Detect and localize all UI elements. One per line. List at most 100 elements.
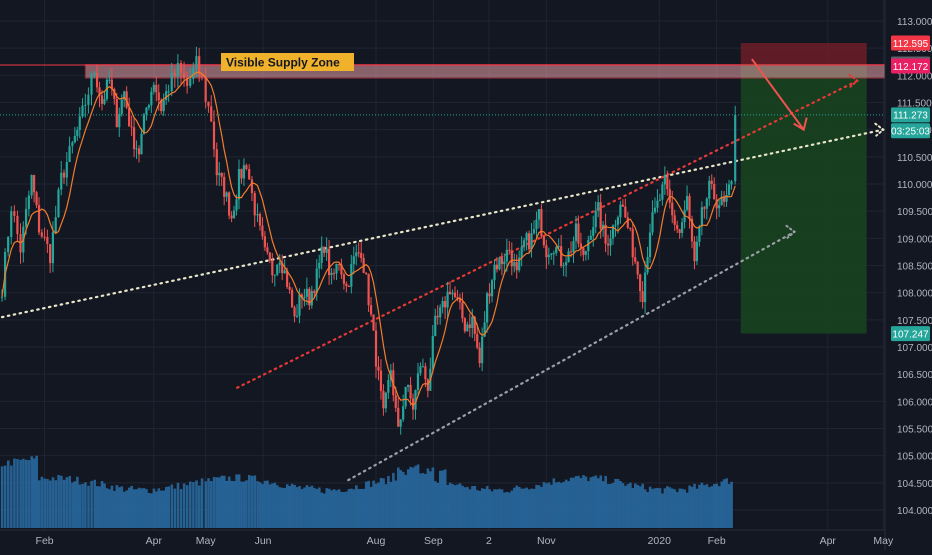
- volume-bar: [258, 482, 262, 528]
- candle-down: [258, 214, 262, 226]
- candle-down: [631, 228, 634, 258]
- volume-bar: [167, 486, 171, 528]
- volume-bar: [164, 486, 168, 528]
- volume-bar: [515, 485, 519, 528]
- volume-bar: [318, 487, 321, 528]
- volume-bars: [0, 455, 733, 528]
- volume-bar: [542, 482, 546, 528]
- white-trend-line[interactable]: [0, 128, 885, 319]
- volume-bar: [414, 465, 417, 528]
- candle-down: [137, 148, 141, 155]
- volume-bar: [471, 486, 474, 528]
- volume-bar: [730, 481, 733, 528]
- volume-bar: [636, 484, 640, 528]
- volume-bar: [337, 489, 341, 528]
- candle-down: [230, 215, 233, 219]
- grey-trend-line[interactable]: [347, 230, 796, 482]
- volume-bar: [626, 484, 630, 528]
- volume-bar: [478, 490, 482, 528]
- red-trend-line[interactable]: [236, 79, 859, 389]
- x-axis[interactable]: Feb Apr May Jun Aug Sep 2 Nov 2020 Feb Apr May: [0, 529, 894, 547]
- candle-down: [409, 384, 412, 399]
- candle-down: [569, 251, 573, 253]
- stop-loss-area[interactable]: [740, 43, 867, 65]
- candle-up: [471, 316, 474, 328]
- candle-up: [65, 162, 68, 178]
- y-tick-label: 109.000: [897, 234, 932, 245]
- volume-bar: [325, 488, 329, 528]
- volume-bar: [416, 464, 420, 528]
- candle-up: [387, 379, 390, 393]
- volume-bar: [273, 482, 277, 528]
- volume-bar: [100, 481, 104, 528]
- take-profit-area[interactable]: [740, 64, 867, 334]
- y-tick-label: 105.000: [897, 452, 932, 463]
- candle-down: [473, 316, 476, 334]
- candle-down: [327, 248, 331, 276]
- candle-down: [379, 370, 383, 391]
- volume-bar: [436, 482, 440, 528]
- supply-zone-label-box[interactable]: [221, 53, 354, 71]
- candle-down: [634, 257, 637, 262]
- candle-up: [0, 296, 4, 298]
- candle-down: [688, 196, 691, 219]
- candle-down: [62, 172, 66, 178]
- volume-bar: [335, 490, 338, 528]
- volume-bar: [125, 490, 129, 528]
- candle-down: [426, 379, 429, 391]
- candle-down: [207, 101, 210, 107]
- volume-bar: [577, 475, 580, 528]
- short-position-box[interactable]: [740, 43, 867, 334]
- candle-up: [399, 419, 402, 427]
- candle-up: [303, 296, 306, 298]
- candle-down: [365, 272, 368, 274]
- candle-up: [483, 322, 486, 337]
- ma-line: [1, 71, 736, 406]
- volume-bar: [35, 455, 38, 528]
- volume-bar: [57, 474, 60, 528]
- volume-bar: [648, 486, 652, 528]
- candle-down: [290, 289, 294, 308]
- candle-down: [268, 252, 271, 261]
- volume-bar: [564, 479, 568, 528]
- candle-down: [340, 264, 343, 275]
- candle-up: [431, 335, 434, 369]
- candle-up: [589, 235, 592, 240]
- candle-up: [145, 107, 148, 115]
- volume-bar: [179, 489, 183, 528]
- trend-lines[interactable]: [0, 73, 885, 482]
- y-axis[interactable]: 113.000112.500112.000111.500111.000110.5…: [884, 0, 932, 550]
- price-marker-label: 111.273: [893, 111, 928, 122]
- candle-down: [266, 247, 269, 253]
- candle-down: [13, 211, 16, 216]
- volume-bar: [342, 492, 346, 528]
- volume-bar: [685, 492, 689, 528]
- candle-down: [16, 215, 19, 235]
- candle-up: [150, 91, 153, 106]
- candle-up: [416, 373, 420, 390]
- candle-up: [352, 256, 355, 264]
- volume-bar: [240, 481, 243, 528]
- volume-bar: [522, 488, 526, 528]
- volume-bar: [443, 469, 447, 528]
- candle-up: [720, 196, 723, 206]
- volume-bar: [596, 478, 600, 528]
- volume-bar: [352, 489, 356, 528]
- candle-down: [100, 95, 104, 104]
- volume-bar: [283, 487, 287, 528]
- volume-bar: [495, 489, 499, 528]
- annotations[interactable]: Visible Supply Zone: [221, 53, 808, 132]
- volume-bar: [327, 488, 331, 528]
- volume-bar: [675, 492, 679, 528]
- volume-bar: [601, 481, 605, 528]
- candle-up: [54, 217, 57, 233]
- candle-up: [653, 207, 657, 213]
- volume-bar: [210, 480, 213, 528]
- volume-bar: [498, 488, 501, 528]
- red-arrow-shaft[interactable]: [751, 58, 805, 131]
- volume-bar: [392, 472, 395, 528]
- candle-down: [508, 249, 511, 251]
- candle-down: [453, 292, 457, 298]
